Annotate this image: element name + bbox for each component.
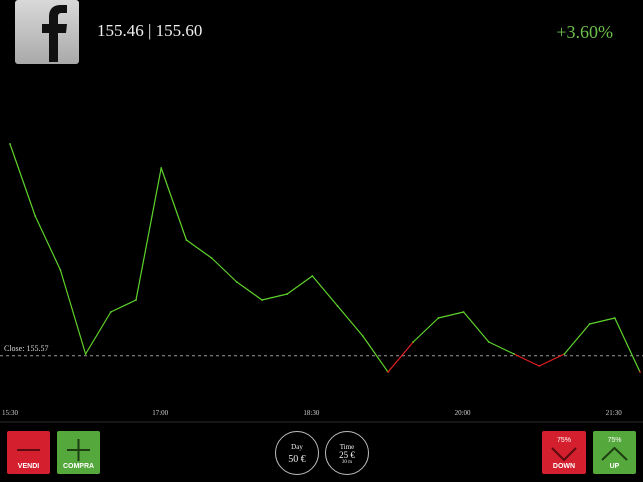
- series-segment: [614, 317, 641, 373]
- series-point: [160, 167, 163, 169]
- series-segment: [589, 317, 615, 325]
- series-segment: [362, 335, 389, 373]
- chart-grid: [0, 355, 643, 423]
- series-segment: [236, 281, 263, 301]
- minus-icon: [17, 449, 40, 451]
- sell-button[interactable]: VENDI: [7, 431, 50, 474]
- x-tick-label: 18:30: [303, 409, 319, 417]
- series-segment: [387, 341, 414, 373]
- series-segment: [311, 275, 339, 307]
- series-point: [437, 317, 440, 319]
- down-label: DOWN: [552, 463, 576, 470]
- series-segment: [261, 293, 288, 301]
- down-percent: 75%: [556, 437, 571, 444]
- series-point: [9, 143, 11, 145]
- price-chart: Close: 155.57 15:30 17:00 18:30 20:00 21:30: [0, 143, 643, 423]
- x-tick-label: 20:00: [455, 409, 471, 417]
- day-label: Day: [291, 443, 303, 451]
- series-segment: [488, 341, 515, 355]
- series-point: [639, 371, 641, 373]
- close-price-label: Close: 155.57: [4, 344, 48, 353]
- down-button[interactable]: 75% DOWN: [542, 431, 586, 474]
- series-segment: [9, 143, 36, 217]
- series-point: [59, 269, 62, 271]
- series-segment: [59, 269, 87, 355]
- time-value: 25 €: [339, 450, 355, 460]
- series-point: [210, 257, 213, 259]
- chevron-up-icon: [601, 446, 628, 461]
- series-segment: [438, 311, 464, 319]
- series-segment: [463, 311, 490, 343]
- series-segment: [538, 353, 565, 367]
- day-amount-selector[interactable]: Day 50 €: [275, 431, 319, 475]
- series-point: [613, 317, 616, 319]
- series-point: [563, 353, 566, 355]
- bid-ask-quote: 155.46 | 155.60: [97, 21, 203, 40]
- series-segment: [211, 257, 238, 283]
- series-point: [34, 215, 37, 217]
- x-axis-ticks: 15:30 17:00 18:30 20:00 21:30: [2, 409, 622, 417]
- price-series: [9, 143, 641, 373]
- series-point: [336, 305, 339, 307]
- series-segment: [513, 353, 540, 367]
- series-point: [286, 293, 289, 295]
- chevron-down-icon: [551, 447, 577, 462]
- series-point: [135, 299, 137, 301]
- header: 155.46 | 155.60 +3.60%: [0, 0, 643, 70]
- series-segment: [135, 167, 162, 301]
- time-label: Time: [339, 443, 355, 451]
- series-point: [588, 323, 591, 325]
- x-tick-label: 15:30: [2, 409, 18, 417]
- time-duration: 30 m: [341, 460, 353, 465]
- series-point: [109, 311, 112, 313]
- series-segment: [160, 167, 187, 241]
- day-value: 50 €: [288, 454, 306, 465]
- series-segment: [563, 323, 591, 355]
- series-point: [185, 239, 188, 241]
- buy-button[interactable]: COMPRA: [57, 431, 100, 474]
- buy-label: COMPRA: [62, 463, 95, 470]
- plus-icon: [67, 439, 90, 461]
- series-segment: [412, 317, 439, 343]
- series-point: [462, 311, 465, 313]
- series-segment: [186, 239, 212, 259]
- series-point: [538, 365, 541, 367]
- series-segment: [85, 311, 112, 355]
- series-point: [387, 371, 389, 373]
- series-segment: [337, 305, 364, 337]
- series-segment: [286, 275, 313, 295]
- series-point: [84, 353, 87, 355]
- up-label: UP: [609, 463, 620, 470]
- sell-label: VENDI: [17, 463, 40, 470]
- series-point: [311, 275, 314, 277]
- x-tick-label: 17:00: [152, 409, 168, 417]
- series-segment: [34, 215, 61, 271]
- series-point: [235, 281, 238, 283]
- series-point: [513, 353, 515, 355]
- series-point: [361, 335, 364, 337]
- series-point: [412, 341, 415, 343]
- series-segment: [110, 299, 137, 313]
- x-tick-label: 21:30: [606, 409, 622, 417]
- series-point: [261, 299, 263, 301]
- up-percent: 75%: [607, 437, 622, 444]
- time-amount-selector[interactable]: Time 25 € 30 m: [325, 431, 369, 475]
- facebook-f-icon: [15, 0, 79, 64]
- percent-change: +3.60%: [556, 22, 613, 42]
- up-button[interactable]: 75% UP: [593, 431, 636, 474]
- series-point: [487, 341, 490, 343]
